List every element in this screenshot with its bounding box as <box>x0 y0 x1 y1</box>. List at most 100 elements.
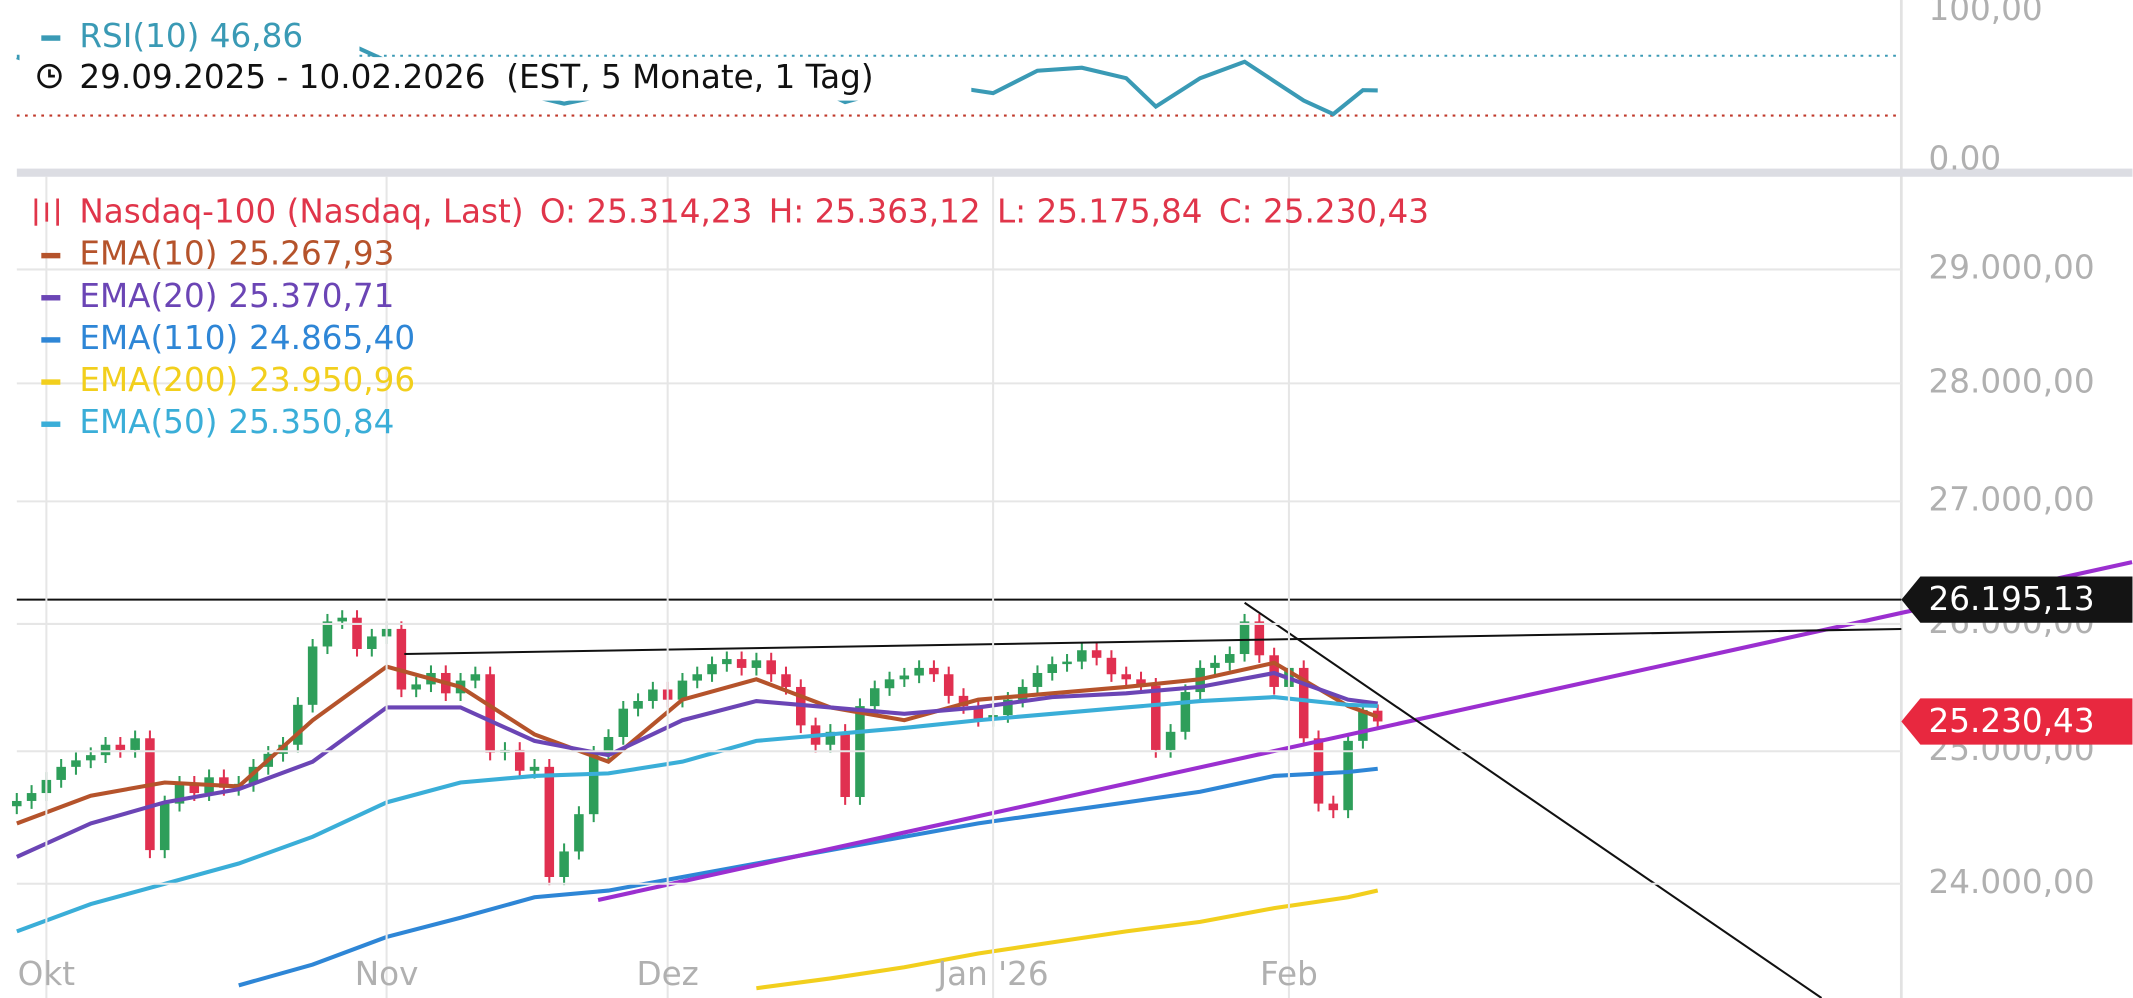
legend-marker <box>41 252 61 259</box>
series-name: EMA(20) <box>79 277 217 315</box>
series-name: RSI(10) <box>79 17 199 55</box>
candle-body <box>574 814 584 852</box>
candle-body <box>1328 803 1339 811</box>
y-tick-label: 29.000,00 <box>1929 248 2095 286</box>
ema-line <box>15 670 1378 859</box>
y-tick-label: 0.00 <box>1929 139 2002 177</box>
candle-body <box>544 766 555 877</box>
candle-body <box>766 660 776 675</box>
legend-marker <box>41 35 61 41</box>
legend-bg <box>19 57 972 101</box>
candle-body <box>115 744 126 750</box>
x-tick-label: Dez <box>636 955 698 993</box>
legend-bg <box>19 16 360 60</box>
price-tag-label: 26.195,13 <box>1929 580 2095 618</box>
candle-body <box>485 674 495 753</box>
candle-body <box>1180 692 1191 732</box>
candle-body <box>1136 679 1146 686</box>
ohlc-label: L: 25.175,84 <box>997 192 1203 230</box>
rsi-legend: RSI(10) 46,86 29.09.2025 - 10.02.2026 (E… <box>19 16 972 101</box>
y-tick-label: 28.000,00 <box>1929 362 2095 400</box>
rsi-legend-label: RSI(10) 46,86 <box>79 17 303 55</box>
candle-body <box>529 766 540 771</box>
y-tick-label: 24.000,00 <box>1929 863 2095 901</box>
series-name: EMA(200) <box>79 361 238 399</box>
candle-body <box>884 679 895 689</box>
candle-body <box>1106 657 1117 675</box>
price-tag-label: 25.230,43 <box>1929 702 2095 740</box>
candle-body <box>1091 650 1102 658</box>
legend-marker <box>41 295 61 301</box>
candle-body <box>692 674 702 681</box>
candle-body <box>559 851 569 877</box>
candle-body <box>514 749 525 771</box>
series-name: EMA(50) <box>79 403 217 441</box>
candle-body <box>1017 686 1028 700</box>
candle-body <box>219 777 229 788</box>
candle-body <box>1062 661 1072 665</box>
candle-body <box>869 688 880 707</box>
y-tick-label: 100,00 <box>1929 0 2043 28</box>
candle-body <box>1121 674 1131 680</box>
candle-body <box>751 660 762 668</box>
candle-body <box>943 674 954 696</box>
candle-body <box>352 617 362 649</box>
candle-body <box>618 708 629 737</box>
candle-body <box>1358 709 1368 741</box>
candle-body <box>71 760 81 767</box>
candle-body <box>26 793 37 801</box>
ohlc-label: H: 25.363,12 <box>769 192 981 230</box>
candle-body <box>781 674 791 687</box>
series-value: 24.865,40 <box>249 319 415 357</box>
candle-body <box>1239 621 1250 655</box>
candle-body <box>100 744 111 756</box>
clock-icon <box>37 63 62 89</box>
trendline <box>597 560 2133 902</box>
ohlc-label: C: 25.230,43 <box>1219 192 1429 230</box>
candle-body <box>929 667 939 675</box>
candle-body <box>189 783 200 794</box>
candle-body <box>1254 621 1265 656</box>
candle-body <box>633 700 643 709</box>
trendlines <box>16 560 2133 998</box>
candle-body <box>707 664 717 675</box>
candle-body <box>12 800 22 807</box>
price-legend-label: Nasdaq-100 (Nasdaq, Last) O: 25.314,23 H: … <box>79 192 1429 230</box>
candle-body <box>396 628 407 690</box>
candle-body <box>322 621 333 647</box>
candle-body <box>174 783 185 804</box>
x-tick-label: Okt <box>18 955 76 993</box>
series-value: 23.950,96 <box>249 361 415 399</box>
price-plot <box>12 610 1383 991</box>
candle-body <box>145 738 155 851</box>
series-name: EMA(110) <box>79 319 238 357</box>
price-tag <box>1901 576 2133 623</box>
candle-body <box>159 803 170 851</box>
series-name: Nasdaq-100 (Nasdaq, Last) <box>79 192 523 230</box>
candle-body <box>648 689 658 701</box>
legend-marker <box>41 337 61 343</box>
candle-body <box>1047 664 1058 673</box>
candle-body <box>840 731 850 798</box>
price-legend: Nasdaq-100 (Nasdaq, Last) O: 25.314,23 H: … <box>34 192 1429 441</box>
series-value: 25.370,71 <box>228 277 394 315</box>
candle-body <box>973 706 984 719</box>
candle-body <box>825 731 836 745</box>
ema-line <box>16 660 1379 826</box>
candle-body <box>85 755 96 761</box>
legend-label: EMA(200) 23.950,96 <box>79 361 415 399</box>
x-tick-label: Jan '26 <box>936 955 1049 993</box>
y-tick-label: 27.000,00 <box>1929 480 2095 518</box>
candle-body <box>736 659 747 668</box>
series-value: 46,86 <box>210 17 303 55</box>
trendline <box>404 627 1902 656</box>
candle-body <box>367 636 377 649</box>
ohlc-label: O: 25.314,23 <box>540 192 753 230</box>
candle-body <box>130 738 140 750</box>
candle-body <box>470 674 481 681</box>
candle-body <box>603 736 614 754</box>
series-value: 25.350,84 <box>228 403 394 441</box>
candle-body <box>958 695 969 707</box>
